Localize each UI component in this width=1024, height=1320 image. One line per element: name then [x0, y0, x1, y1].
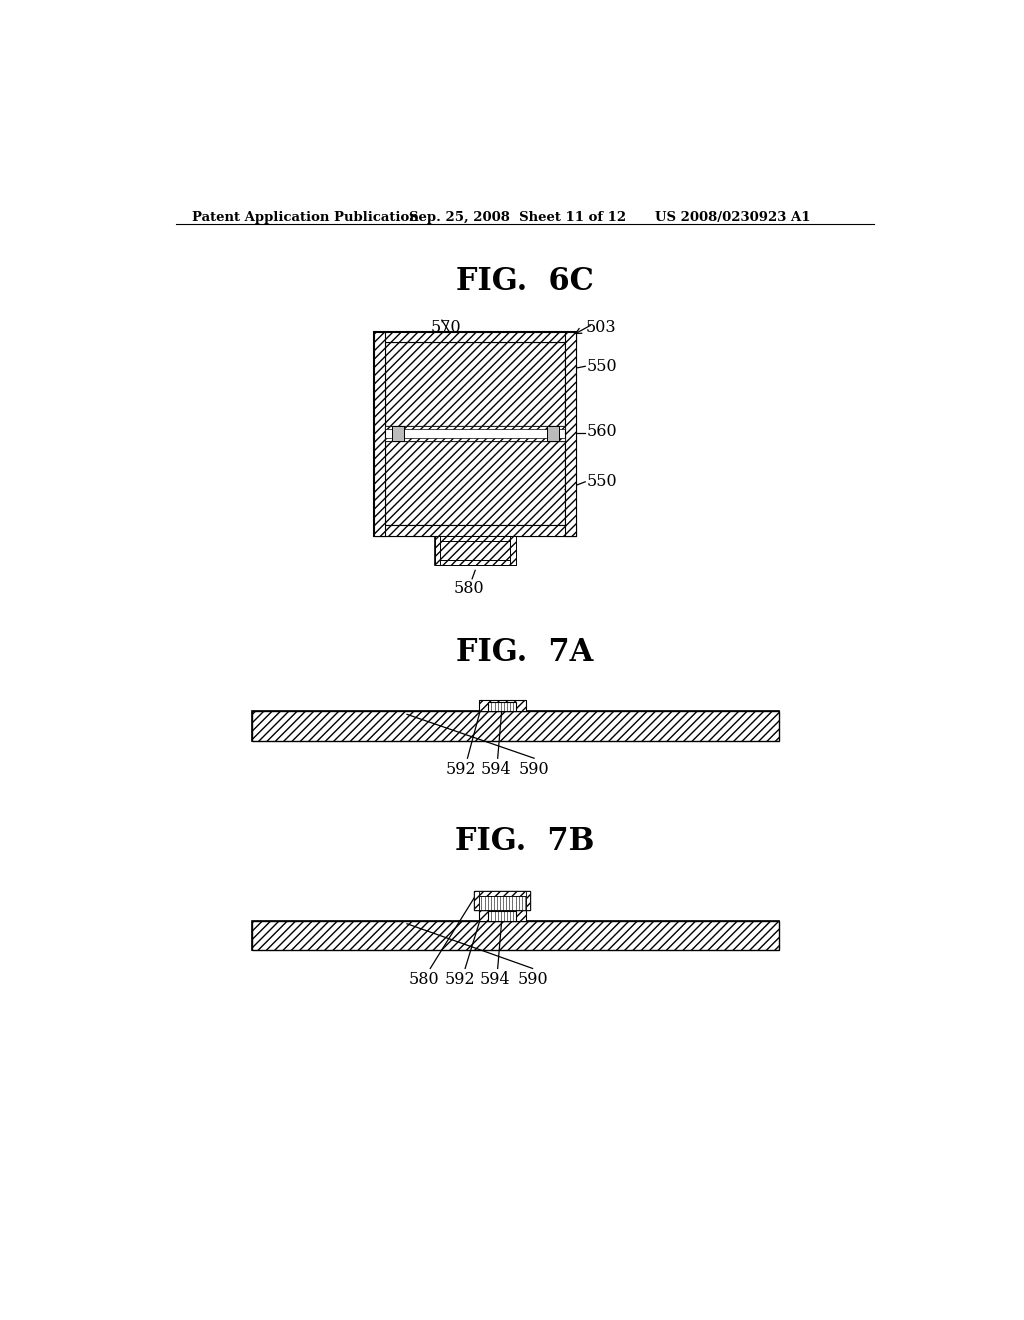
Text: 570: 570 [430, 318, 461, 335]
Bar [435, 536, 440, 565]
Bar [385, 441, 565, 525]
Text: 590: 590 [517, 970, 548, 987]
Bar [435, 536, 515, 541]
Text: 580: 580 [409, 970, 439, 987]
Bar [435, 536, 515, 565]
Bar [479, 896, 525, 909]
Bar [375, 525, 575, 536]
Bar [547, 425, 559, 441]
Text: 550: 550 [587, 358, 617, 375]
Text: Sep. 25, 2008  Sheet 11 of 12: Sep. 25, 2008 Sheet 11 of 12 [409, 211, 626, 224]
Bar [375, 331, 575, 536]
Text: US 2008/0230923 A1: US 2008/0230923 A1 [655, 211, 811, 224]
Bar [385, 342, 565, 425]
Text: 592: 592 [445, 760, 476, 777]
Text: 592: 592 [444, 970, 475, 987]
Text: 580: 580 [454, 581, 484, 598]
Text: FIG.  6C: FIG. 6C [456, 267, 594, 297]
Bar [435, 560, 515, 565]
Text: Patent Application Publication: Patent Application Publication [191, 211, 418, 224]
Text: 503: 503 [586, 318, 615, 335]
Text: 560: 560 [587, 424, 617, 441]
Bar [252, 921, 779, 950]
Bar [375, 331, 575, 342]
Text: FIG.  7B: FIG. 7B [455, 826, 595, 857]
Bar [385, 438, 565, 441]
Text: 594: 594 [481, 760, 511, 777]
Bar [252, 711, 779, 741]
Bar [385, 425, 565, 441]
Text: FIG.  7A: FIG. 7A [456, 638, 594, 668]
Text: 590: 590 [519, 760, 550, 777]
Bar [474, 891, 530, 896]
Bar [375, 331, 385, 536]
Bar [391, 425, 403, 441]
Bar [252, 921, 779, 950]
Text: 550: 550 [587, 474, 617, 490]
Bar [565, 331, 575, 536]
Bar [479, 701, 525, 711]
Bar [474, 891, 479, 909]
Bar [474, 891, 530, 909]
Bar [525, 891, 530, 909]
Bar [488, 702, 516, 711]
Bar [440, 541, 510, 560]
Bar [252, 711, 779, 741]
Bar [488, 911, 516, 921]
Bar [510, 536, 515, 565]
Bar [385, 425, 565, 429]
Bar [479, 909, 525, 921]
Text: 594: 594 [480, 970, 511, 987]
